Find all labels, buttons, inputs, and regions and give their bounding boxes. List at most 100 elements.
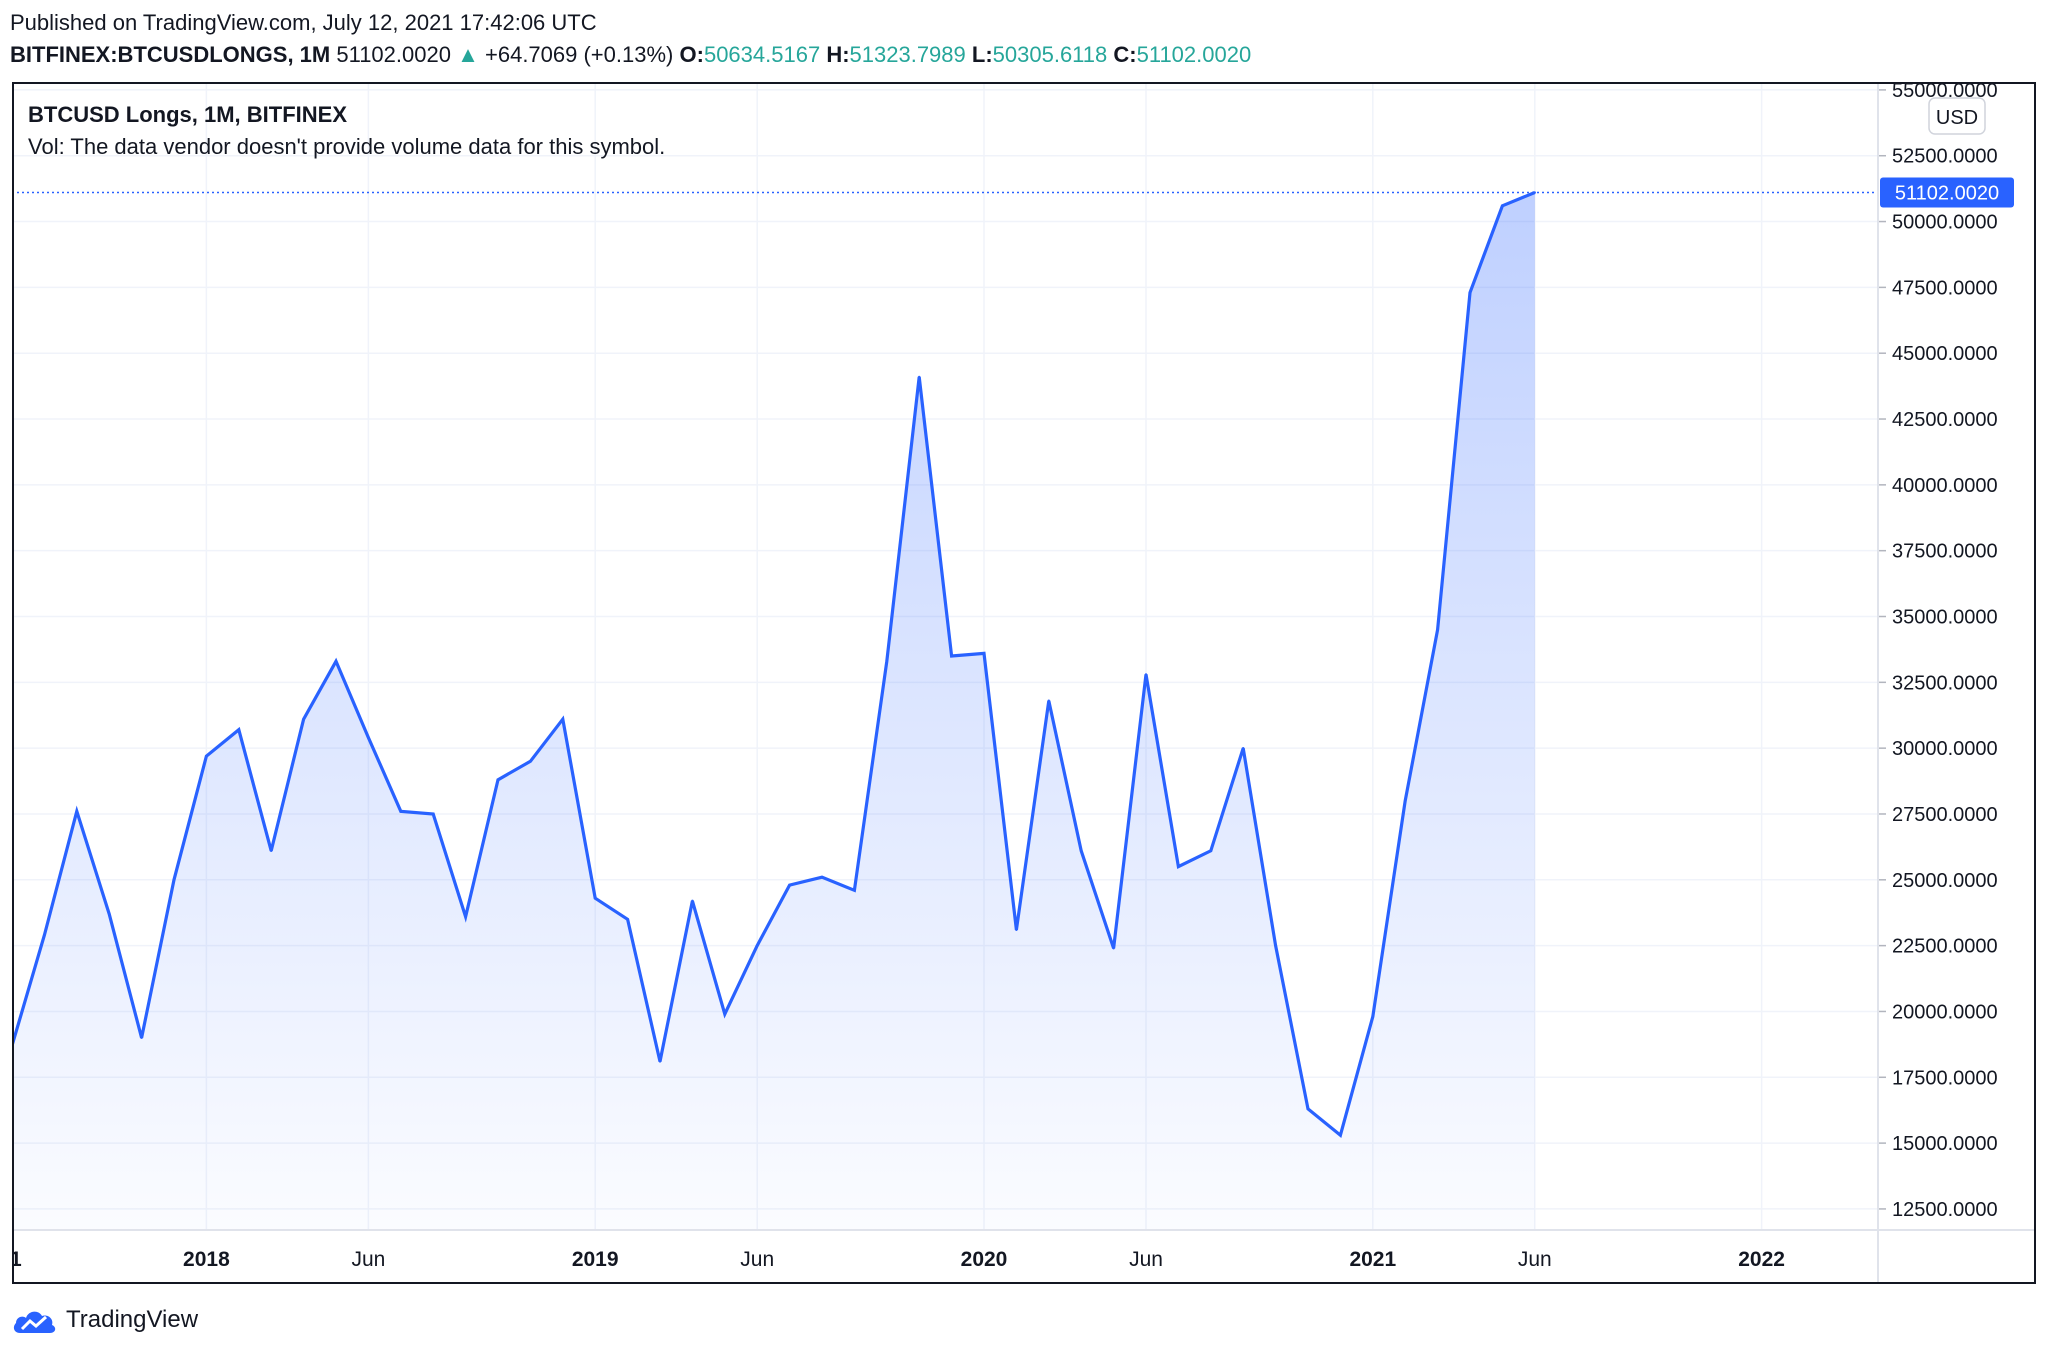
x-tick-label: 2022 (1738, 1248, 1785, 1271)
series-point (1501, 204, 1504, 207)
symbol-label: BITFINEX:BTCUSDLONGS, 1M (10, 42, 331, 67)
series-point (756, 944, 759, 947)
series-point (691, 899, 694, 903)
series-point (1436, 628, 1439, 631)
x-axis[interactable]: 2018 Jun 2019 Jun 2020 Jun 2021 Jun 2022 1 (12, 1248, 1785, 1271)
series-point (237, 728, 240, 731)
y-tick-label: 17500.0000 (1892, 1067, 1998, 1089)
y-tick-label: 20000.0000 (1892, 1001, 1998, 1023)
y-tick-label: 35000.0000 (1892, 607, 1998, 629)
x-tick-label: Jun (740, 1248, 774, 1271)
series-point (950, 654, 953, 658)
series-point (1242, 746, 1245, 750)
y-tick-label: 22500.0000 (1892, 936, 1998, 958)
series-point (367, 736, 370, 739)
series-point (1339, 1134, 1342, 1137)
series-point (1468, 291, 1472, 294)
series-point (464, 915, 467, 918)
last-price: 51102.0020 (336, 42, 451, 67)
series-point (658, 1060, 662, 1063)
series-point (918, 375, 921, 379)
series-point (885, 660, 888, 663)
x-tick-label: 2020 (961, 1248, 1008, 1271)
series-point (399, 810, 402, 813)
series-point (302, 717, 305, 721)
last-price-tag-label: 51102.0020 (1895, 183, 1999, 205)
footer: TradingView (12, 1302, 198, 1338)
x-tick-label: Jun (351, 1248, 385, 1271)
y-tick-label: 37500.0000 (1892, 541, 1998, 563)
currency-badge[interactable]: USD (1928, 97, 1986, 135)
y-axis[interactable]: 55000.0000 52500.0000 50000.0000 47500.0000… (1878, 82, 1998, 1221)
series-point (205, 754, 208, 758)
brand-name: TradingView (66, 1306, 199, 1333)
series-line (12, 191, 1536, 1138)
series-point (820, 875, 824, 879)
series-point (1047, 699, 1051, 702)
series-point (496, 778, 500, 781)
chart-header: Published on TradingView.com, July 12, 2… (10, 8, 1251, 70)
legend-title: BTCUSD Longs, 1M, BITFINEX (28, 102, 347, 127)
open-value: 50634.5167 (703, 42, 821, 67)
tradingview-cloud-icon (13, 1311, 56, 1333)
y-tick-label: 25000.0000 (1892, 870, 1998, 892)
y-tick-label: 47500.0000 (1892, 277, 1998, 299)
low-label: L: (971, 42, 993, 67)
series-point (626, 918, 629, 921)
open-label: O: (679, 42, 704, 67)
series-point (529, 760, 532, 763)
series-area (12, 191, 1537, 1230)
y-tick-label: 52500.0000 (1892, 146, 1998, 168)
series-area-fill (12, 192, 1535, 1230)
y-tick-label: 12500.0000 (1892, 1199, 1998, 1221)
close-label: C: (1113, 42, 1137, 67)
series-point (108, 912, 111, 916)
x-tick-label: 2018 (183, 1248, 230, 1271)
x-tick-label-edge: 1 (12, 1248, 22, 1271)
y-tick-label: 45000.0000 (1892, 343, 1998, 365)
series-point (1274, 944, 1277, 947)
series-point (723, 1012, 726, 1016)
series-point (1209, 849, 1213, 853)
series-point (1371, 1015, 1375, 1018)
chart-area[interactable]: 55000.0000 52500.0000 50000.0000 47500.0000… (12, 82, 2036, 1284)
y-tick-label: 55000.0000 (1892, 82, 1998, 102)
series-point (1177, 865, 1180, 868)
series-point (1112, 947, 1115, 950)
series-point (140, 1036, 143, 1039)
x-tick-label: Jun (1518, 1248, 1552, 1271)
series-point (1015, 928, 1018, 932)
series-point (853, 889, 856, 892)
y-tick-label: 42500.0000 (1892, 409, 1998, 431)
series-point (1080, 849, 1083, 853)
high-value: 51323.7989 (849, 42, 966, 67)
series-point (43, 933, 46, 937)
y-tick-label: 32500.0000 (1892, 672, 1998, 694)
y-tick-label: 40000.0000 (1892, 475, 1998, 497)
series-point (1144, 673, 1148, 676)
series-point (432, 812, 435, 816)
chart-border (12, 82, 2036, 1284)
last-price-tag: 51102.0020 (1880, 177, 2014, 208)
x-tick-label: Jun (1129, 1248, 1163, 1271)
series-point (270, 849, 273, 853)
series-point (1306, 1107, 1310, 1111)
series-point (1533, 191, 1537, 194)
x-tick-label: 2019 (572, 1248, 619, 1271)
high-label: H: (826, 42, 850, 67)
y-tick-label: 27500.0000 (1892, 804, 1998, 826)
currency-badge-label: USD (1936, 107, 1978, 129)
series-point (75, 810, 78, 813)
y-tick-label: 50000.0000 (1892, 212, 1998, 234)
low-value: 50305.6118 (992, 42, 1108, 67)
y-tick-label: 15000.0000 (1892, 1133, 1998, 1155)
series-point (1404, 799, 1407, 803)
published-line: Published on TradingView.com, July 12, 2… (10, 10, 597, 35)
change-value: +64.7069 (+0.13%) (485, 42, 674, 67)
series-point (334, 660, 338, 663)
series-point (172, 878, 176, 882)
legend-vol-note: Vol: The data vendor doesn't provide vol… (28, 134, 665, 159)
x-tick-label: 2021 (1349, 1248, 1396, 1271)
series-point (594, 897, 597, 900)
y-tick-label: 30000.0000 (1892, 738, 1998, 760)
